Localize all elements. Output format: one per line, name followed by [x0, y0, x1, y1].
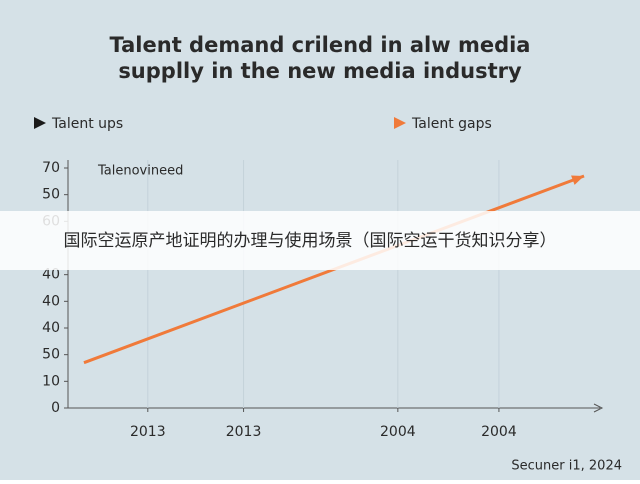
legend-label: Talent gaps: [411, 116, 492, 132]
y-tick-label: 10: [42, 373, 60, 389]
y-tick-label: 50: [42, 347, 60, 363]
arrow-head: [571, 175, 585, 185]
annotation: Talenovineed: [97, 164, 183, 179]
y-tick-label: 40: [42, 267, 60, 283]
legend-marker: [34, 117, 46, 129]
x-tick-label: 2004: [380, 424, 416, 440]
banner-bg: [0, 211, 640, 270]
y-tick-label: 50: [42, 187, 60, 203]
y-tick-label: 0: [51, 400, 60, 416]
source: Secuner i1, 2024: [511, 459, 622, 474]
x-axis-arrow: [593, 403, 604, 413]
chart-title: Talent demand crilend in alw media: [110, 33, 531, 57]
y-tick-label: 40: [42, 320, 60, 336]
x-tick-label: 2013: [130, 424, 166, 440]
chart-title: supplly in the new media industry: [118, 59, 522, 83]
x-tick-label: 2004: [481, 424, 517, 440]
banner-text: 国际空运原产地证明的办理与使用场景（国际空运干货知识分享）: [64, 230, 557, 251]
legend-marker: [394, 117, 406, 129]
y-tick-label: 40: [42, 293, 60, 309]
y-tick-label: 70: [42, 160, 60, 176]
legend-label: Talent ups: [51, 116, 123, 132]
x-tick-label: 2013: [226, 424, 262, 440]
